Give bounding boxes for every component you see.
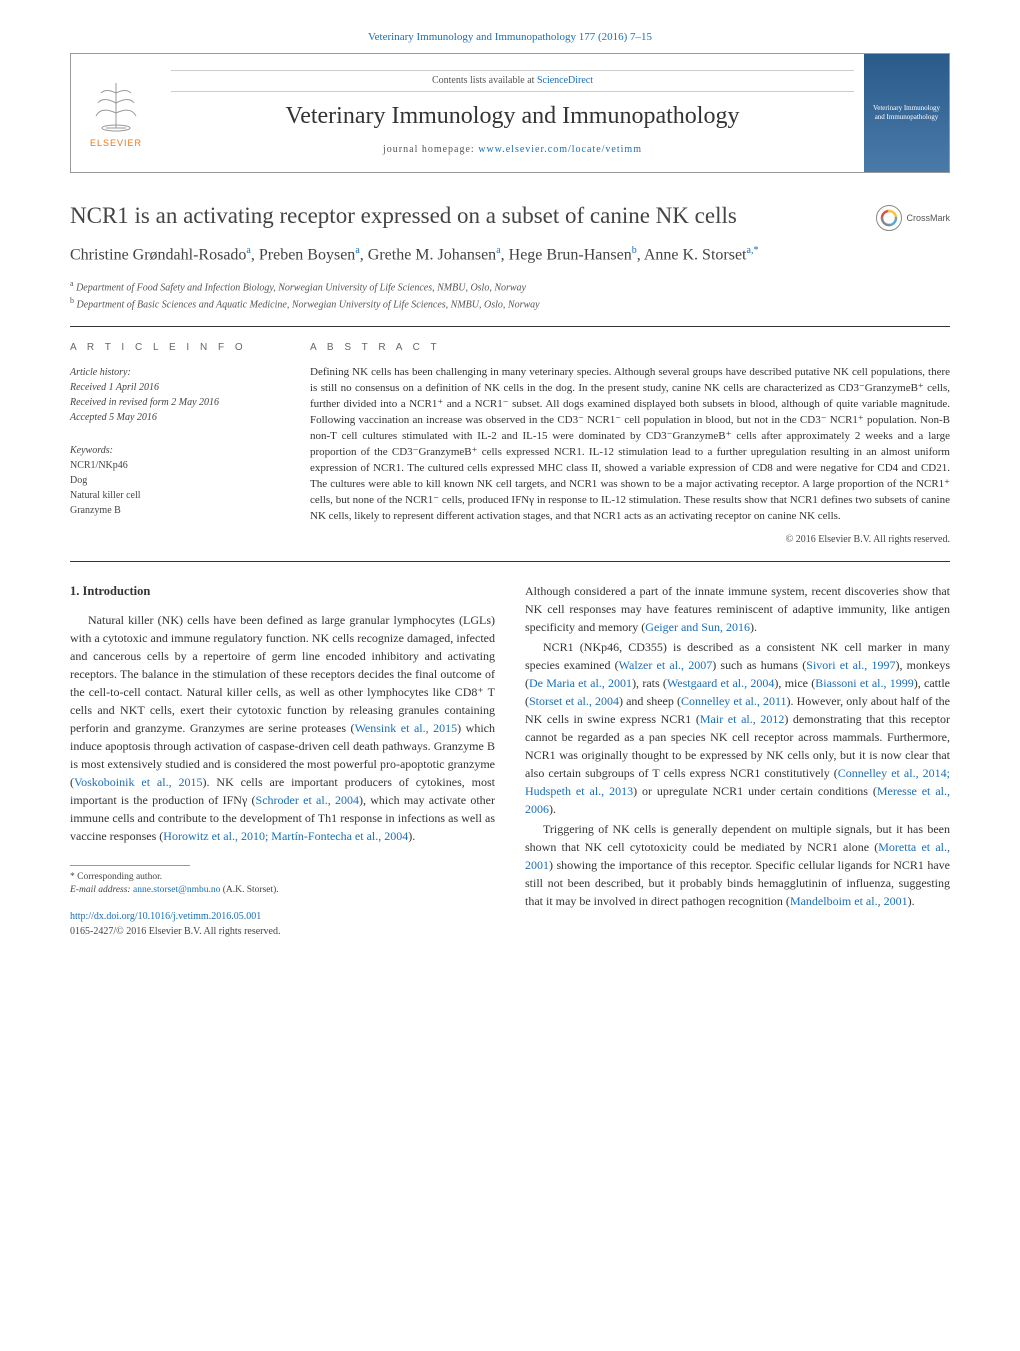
- corr-label: * Corresponding author.: [70, 871, 495, 884]
- intro-paragraph-2: NCR1 (NKp46, CD355) is described as a co…: [525, 638, 950, 818]
- contents-available-line: Contents lists available at ScienceDirec…: [171, 70, 854, 92]
- citation-storset[interactable]: Storset et al., 2004: [529, 694, 619, 708]
- history-received: Received 1 April 2016: [70, 380, 280, 395]
- p2-seg10: ) or upregulate NCR1 under certain condi…: [633, 784, 877, 798]
- issn-copyright: 0165-2427/© 2016 Elsevier B.V. All right…: [70, 924, 495, 939]
- citation-mair[interactable]: Mair et al., 2012: [700, 712, 784, 726]
- title-row: NCR1 is an activating receptor expressed…: [70, 201, 950, 231]
- page-container: Veterinary Immunology and Immunopatholog…: [0, 0, 1020, 979]
- doi-link[interactable]: http://dx.doi.org/10.1016/j.vetimm.2016.…: [70, 909, 495, 924]
- abstract-copyright: © 2016 Elsevier B.V. All rights reserved…: [310, 533, 950, 547]
- article-info-column: A R T I C L E I N F O Article history: R…: [70, 341, 280, 546]
- sciencedirect-link[interactable]: ScienceDirect: [537, 75, 593, 86]
- divider-2: [70, 561, 950, 562]
- journal-header-box: ELSEVIER Contents lists available at Sci…: [70, 53, 950, 173]
- abstract-text: Defining NK cells has been challenging i…: [310, 365, 950, 524]
- email-label: E-mail address:: [70, 885, 133, 895]
- p1-seg1: Natural killer (NK) cells have been defi…: [70, 613, 495, 735]
- header-center: Contents lists available at ScienceDirec…: [161, 62, 864, 166]
- affiliation-a: a Department of Food Safety and Infectio…: [70, 278, 950, 295]
- crossmark-icon: [876, 205, 902, 231]
- crossmark-label: CrossMark: [906, 212, 950, 225]
- citation-geiger[interactable]: Geiger and Sun, 2016: [645, 620, 750, 634]
- citation-biassoni[interactable]: Biassoni et al., 1999: [815, 676, 913, 690]
- p0-seg2: ).: [750, 620, 757, 634]
- homepage-prefix: journal homepage:: [383, 144, 478, 155]
- article-title: NCR1 is an activating receptor expressed…: [70, 201, 866, 231]
- keywords-list: NCR1/NKp46DogNatural killer cellGranzyme…: [70, 458, 280, 518]
- info-abstract-row: A R T I C L E I N F O Article history: R…: [70, 341, 950, 546]
- p2-seg5: ), mice (: [774, 676, 815, 690]
- p2-seg7: ) and sheep (: [619, 694, 681, 708]
- intro-paragraph-3: Triggering of NK cells is generally depe…: [525, 820, 950, 910]
- authors-list: Christine Grøndahl-Rosadoa, Preben Boyse…: [70, 243, 950, 267]
- publisher-logo[interactable]: ELSEVIER: [71, 54, 161, 172]
- history-accepted: Accepted 5 May 2016: [70, 410, 280, 425]
- keyword-item: Natural killer cell: [70, 488, 280, 503]
- citation-westgaard[interactable]: Westgaard et al., 2004: [667, 676, 774, 690]
- keyword-item: Dog: [70, 473, 280, 488]
- homepage-link[interactable]: www.elsevier.com/locate/vetimm: [478, 144, 642, 155]
- divider-1: [70, 326, 950, 327]
- keywords-block: Keywords: NCR1/NKp46DogNatural killer ce…: [70, 443, 280, 518]
- section-1-heading: 1. Introduction: [70, 582, 495, 601]
- citation-wensink[interactable]: Wensink et al., 2015: [355, 721, 458, 735]
- publisher-name: ELSEVIER: [90, 137, 142, 150]
- citation-connelley-2011[interactable]: Connelley et al., 2011: [681, 694, 787, 708]
- p1-seg5: ).: [408, 829, 415, 843]
- article-info-label: A R T I C L E I N F O: [70, 341, 280, 355]
- cover-text: Veterinary Immunology and Immunopatholog…: [869, 104, 944, 124]
- intro-paragraph-1-cont: Although considered a part of the innate…: [525, 582, 950, 636]
- body-column-left: 1. Introduction Natural killer (NK) cell…: [70, 582, 495, 939]
- citation-walzer[interactable]: Walzer et al., 2007: [619, 658, 713, 672]
- citation-mandelboim[interactable]: Mandelboim et al., 2001: [790, 894, 908, 908]
- body-column-right: Although considered a part of the innate…: [525, 582, 950, 939]
- p2-seg2: ) such as humans (: [712, 658, 806, 672]
- journal-citation-header: Veterinary Immunology and Immunopatholog…: [70, 30, 950, 45]
- journal-homepage-line: journal homepage: www.elsevier.com/locat…: [171, 143, 854, 157]
- citation-demaria[interactable]: De Maria et al., 2001: [529, 676, 632, 690]
- abstract-label: A B S T R A C T: [310, 341, 950, 355]
- citation-schroder[interactable]: Schroder et al., 2004: [256, 793, 359, 807]
- crossmark-badge[interactable]: CrossMark: [876, 205, 950, 231]
- footnote-separator: [70, 865, 190, 866]
- keyword-item: NCR1/NKp46: [70, 458, 280, 473]
- affiliation-b: b Department of Basic Sciences and Aquat…: [70, 295, 950, 312]
- journal-cover-thumbnail[interactable]: Veterinary Immunology and Immunopatholog…: [864, 54, 949, 172]
- keyword-item: Granzyme B: [70, 503, 280, 518]
- citation-sivori[interactable]: Sivori et al., 1997: [806, 658, 895, 672]
- history-label: Article history:: [70, 365, 280, 380]
- body-columns: 1. Introduction Natural killer (NK) cell…: [70, 582, 950, 939]
- article-history: Article history: Received 1 April 2016 R…: [70, 365, 280, 425]
- contents-prefix: Contents lists available at: [432, 75, 537, 86]
- p2-seg11: ).: [549, 802, 556, 816]
- corresponding-author-note: * Corresponding author. E-mail address: …: [70, 871, 495, 898]
- email-suffix: (A.K. Storset).: [220, 885, 278, 895]
- affiliations-list: a Department of Food Safety and Infectio…: [70, 278, 950, 313]
- corr-email-link[interactable]: anne.storset@nmbu.no: [133, 885, 220, 895]
- abstract-column: A B S T R A C T Defining NK cells has be…: [310, 341, 950, 546]
- p3-seg3: ).: [908, 894, 915, 908]
- history-revised: Received in revised form 2 May 2016: [70, 395, 280, 410]
- journal-title: Veterinary Immunology and Immunopatholog…: [171, 100, 854, 134]
- citation-voskoboinik[interactable]: Voskoboinik et al., 2015: [74, 775, 203, 789]
- keywords-label: Keywords:: [70, 443, 280, 458]
- elsevier-tree-icon: [91, 78, 141, 133]
- citation-horowitz[interactable]: Horowitz et al., 2010; Martín-Fontecha e…: [163, 829, 408, 843]
- intro-paragraph-1: Natural killer (NK) cells have been defi…: [70, 611, 495, 845]
- p2-seg4: ), rats (: [632, 676, 667, 690]
